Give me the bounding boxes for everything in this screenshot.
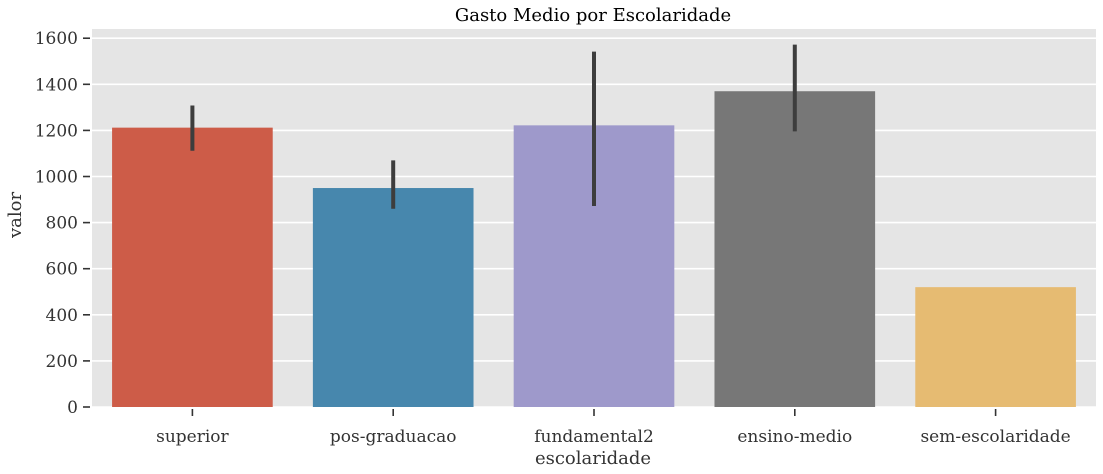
x-tick-label-pos-graduacao: pos-graduacao [330,427,457,447]
bar-superior [112,127,273,408]
x-tick-label-superior: superior [156,427,229,447]
error-bars-group [190,44,797,209]
x-tick-label-sem-escolaridade: sem-escolaridade [920,427,1070,447]
y-tick-label: 200 [46,352,78,372]
y-tick-label: 1600 [35,29,78,49]
x-axis-label: escolaridade [535,448,651,469]
y-tick-label: 0 [67,398,78,418]
bar-pos-graduacao [312,188,474,407]
x-tick-label-ensino-medio: ensino-medio [737,427,852,447]
y-axis-label: valor [5,192,26,239]
x-axis: superior pos-graduacao fundamental2 ensino-… [156,409,1071,447]
x-tick-label-fundamental2: fundamental2 [534,427,654,447]
chart-title: Gasto Medio por Escolaridade [455,5,731,26]
y-tick-label: 800 [46,214,78,234]
y-tick-label: 1400 [35,75,78,95]
bar-ensino-medio [714,91,876,408]
y-tick-label: 1000 [35,168,78,188]
y-axis: 0 200 400 600 800 1000 1200 1400 1600 [35,29,90,418]
y-tick-label: 600 [46,260,78,280]
y-tick-label: 400 [46,306,78,326]
y-tick-label: 1200 [35,121,78,141]
bars-group [112,91,1076,408]
bar-sem-escolaridade [915,287,1076,407]
